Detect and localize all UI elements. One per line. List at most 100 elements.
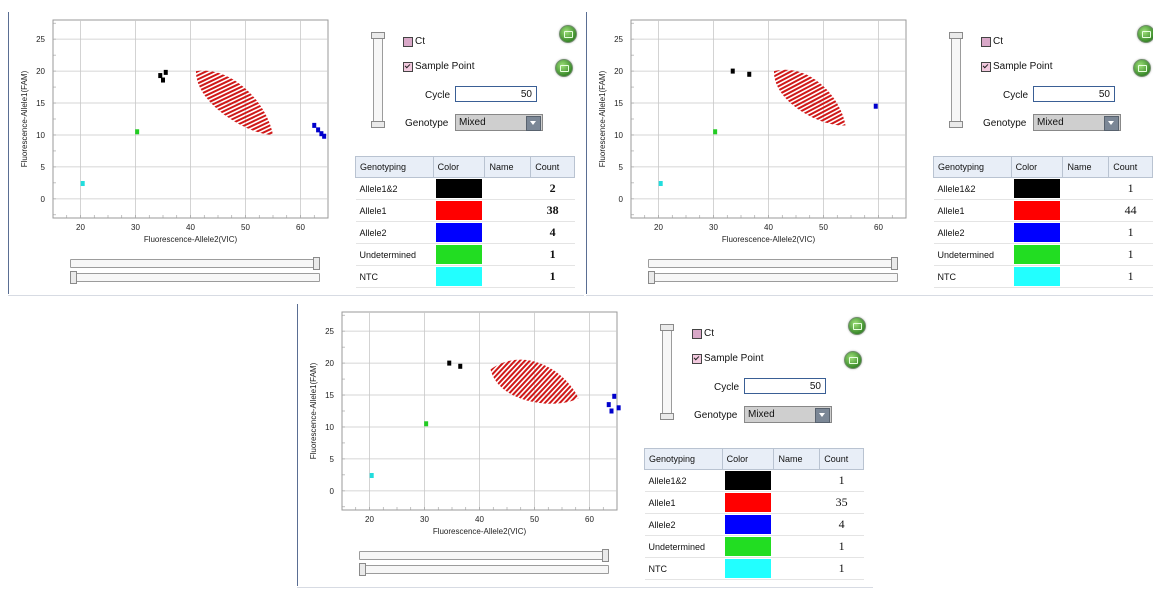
table-row[interactable]: Allele1 44 <box>933 199 1153 222</box>
column-header-count[interactable]: Count <box>530 156 575 178</box>
sample-point-checkbox[interactable] <box>403 61 413 72</box>
table-row[interactable]: Allele2 4 <box>355 221 575 244</box>
y-range-slider[interactable] <box>660 324 674 420</box>
color-swatch[interactable] <box>725 515 772 534</box>
sample-point-option[interactable]: Sample Point <box>403 61 474 72</box>
color-cell[interactable] <box>722 491 774 514</box>
table-row[interactable]: NTC 1 <box>933 265 1153 288</box>
refresh-button[interactable] <box>1133 59 1151 77</box>
color-cell[interactable] <box>1011 265 1063 288</box>
color-cell[interactable] <box>722 513 774 536</box>
color-swatch[interactable] <box>1014 201 1061 220</box>
ct-option[interactable]: Ct <box>692 328 714 339</box>
sample-point-option[interactable]: Sample Point <box>692 353 763 364</box>
color-cell[interactable] <box>433 221 485 244</box>
slider-thumb[interactable] <box>359 563 366 576</box>
color-cell[interactable] <box>1011 199 1063 222</box>
slider-thumb[interactable] <box>949 32 963 39</box>
color-cell[interactable] <box>433 265 485 288</box>
slider-thumb[interactable] <box>602 549 609 562</box>
ct-option[interactable]: Ct <box>403 36 425 47</box>
column-header-genotyping[interactable]: Genotyping <box>933 156 1012 178</box>
column-header-name[interactable]: Name <box>1062 156 1110 178</box>
genotype-select[interactable]: Mixed <box>744 406 832 423</box>
table-row[interactable]: Allele2 1 <box>933 221 1153 244</box>
color-swatch[interactable] <box>725 559 772 578</box>
column-header-name[interactable]: Name <box>484 156 532 178</box>
refresh-button[interactable] <box>555 59 573 77</box>
ct-checkbox[interactable] <box>692 328 702 339</box>
table-row[interactable]: Allele1 35 <box>644 491 864 514</box>
export-image-button[interactable] <box>848 317 866 335</box>
cycle-input[interactable]: 50 <box>1033 86 1115 102</box>
name-cell[interactable] <box>484 221 531 244</box>
export-image-button[interactable] <box>559 25 577 43</box>
sample-point-option[interactable]: Sample Point <box>981 61 1052 72</box>
x-range-slider-lower[interactable] <box>359 563 609 576</box>
slider-thumb[interactable] <box>313 257 320 270</box>
name-cell[interactable] <box>773 557 820 580</box>
chevron-down-icon[interactable] <box>815 408 830 423</box>
color-swatch[interactable] <box>436 179 483 198</box>
table-row[interactable]: Allele1 38 <box>355 199 575 222</box>
refresh-button[interactable] <box>844 351 862 369</box>
color-swatch[interactable] <box>436 245 483 264</box>
color-swatch[interactable] <box>725 537 772 556</box>
color-cell[interactable] <box>433 243 485 266</box>
table-row[interactable]: Undetermined 1 <box>933 243 1153 266</box>
color-swatch[interactable] <box>1014 245 1061 264</box>
name-cell[interactable] <box>484 177 531 200</box>
column-header-genotyping[interactable]: Genotyping <box>644 448 723 470</box>
color-cell[interactable] <box>1011 221 1063 244</box>
color-cell[interactable] <box>433 199 485 222</box>
name-cell[interactable] <box>773 491 820 514</box>
export-image-button[interactable] <box>1137 25 1153 43</box>
x-range-slider-upper[interactable] <box>359 549 609 562</box>
name-cell[interactable] <box>484 243 531 266</box>
genotype-select[interactable]: Mixed <box>455 114 543 131</box>
color-cell[interactable] <box>722 557 774 580</box>
x-range-slider-lower[interactable] <box>70 271 320 284</box>
ct-checkbox[interactable] <box>981 36 991 47</box>
chevron-down-icon[interactable] <box>1104 116 1119 131</box>
y-range-slider[interactable] <box>371 32 385 128</box>
column-header-name[interactable]: Name <box>773 448 821 470</box>
color-cell[interactable] <box>1011 177 1063 200</box>
slider-thumb[interactable] <box>648 271 655 284</box>
table-row[interactable]: Undetermined 1 <box>355 243 575 266</box>
slider-thumb[interactable] <box>660 324 674 331</box>
name-cell[interactable] <box>773 469 820 492</box>
table-row[interactable]: Allele1&2 1 <box>644 469 864 492</box>
table-row[interactable]: NTC 1 <box>355 265 575 288</box>
ct-checkbox[interactable] <box>403 36 413 47</box>
name-cell[interactable] <box>1062 177 1109 200</box>
column-header-color[interactable]: Color <box>1010 156 1064 178</box>
column-header-color[interactable]: Color <box>721 448 775 470</box>
slider-thumb[interactable] <box>660 413 674 420</box>
name-cell[interactable] <box>1062 265 1109 288</box>
slider-thumb[interactable] <box>949 121 963 128</box>
table-row[interactable]: Undetermined 1 <box>644 535 864 558</box>
color-swatch[interactable] <box>436 201 483 220</box>
slider-thumb[interactable] <box>371 121 385 128</box>
table-row[interactable]: Allele2 4 <box>644 513 864 536</box>
color-swatch[interactable] <box>1014 223 1061 242</box>
slider-thumb[interactable] <box>891 257 898 270</box>
color-swatch[interactable] <box>436 223 483 242</box>
name-cell[interactable] <box>773 513 820 536</box>
column-header-count[interactable]: Count <box>819 448 864 470</box>
sample-point-checkbox[interactable] <box>692 353 702 364</box>
name-cell[interactable] <box>1062 243 1109 266</box>
table-row[interactable]: Allele1&2 2 <box>355 177 575 200</box>
ct-option[interactable]: Ct <box>981 36 1003 47</box>
color-swatch[interactable] <box>436 267 483 286</box>
x-range-slider-lower[interactable] <box>648 271 898 284</box>
genotype-select[interactable]: Mixed <box>1033 114 1121 131</box>
column-header-color[interactable]: Color <box>432 156 486 178</box>
name-cell[interactable] <box>1062 199 1109 222</box>
color-cell[interactable] <box>722 469 774 492</box>
color-swatch[interactable] <box>1014 267 1061 286</box>
table-row[interactable]: Allele1&2 1 <box>933 177 1153 200</box>
color-cell[interactable] <box>722 535 774 558</box>
color-cell[interactable] <box>1011 243 1063 266</box>
